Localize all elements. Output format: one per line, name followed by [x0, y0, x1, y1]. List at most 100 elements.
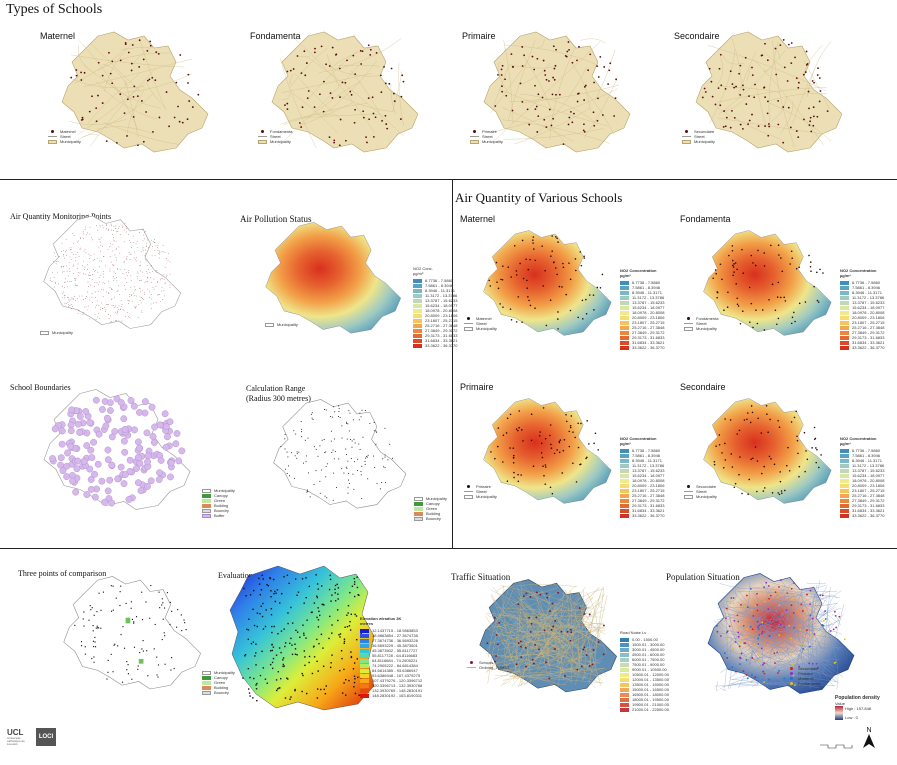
road-line	[505, 585, 577, 649]
scale-swatch	[413, 308, 422, 313]
school-marker	[716, 291, 719, 294]
evaluation-scale: Elevation w/radius 3K metres 12.1437715 …	[360, 616, 422, 698]
monitoring-point	[77, 267, 78, 269]
monitoring-point	[150, 282, 152, 284]
school-marker	[757, 628, 760, 630]
school-marker	[280, 677, 282, 680]
monitoring-point	[161, 251, 163, 252]
legend-label: Green	[214, 498, 226, 503]
school-marker	[317, 588, 319, 590]
scale-swatch	[840, 335, 849, 340]
school-marker	[353, 595, 356, 598]
road-line	[519, 613, 528, 662]
building-marker	[130, 601, 132, 603]
legend-row: Municipality	[48, 139, 81, 144]
school-marker	[353, 577, 355, 580]
school-marker	[579, 463, 582, 465]
scale-swatch	[840, 493, 849, 498]
road-line	[550, 621, 584, 651]
monitoring-point	[76, 285, 77, 286]
legend-label: Municipality	[694, 139, 715, 144]
monitoring-point	[52, 272, 53, 274]
road-line	[723, 604, 728, 688]
school-marker	[733, 86, 736, 89]
school-marker	[301, 672, 303, 675]
scale-class-row: 15000.01 - 16500.00	[620, 687, 669, 692]
school-marker	[609, 62, 612, 65]
school-marker	[719, 263, 722, 266]
legend-row: Green	[414, 506, 447, 511]
school-marker	[111, 82, 114, 85]
monitoring-point	[83, 250, 85, 252]
scale-class-row: 4500.01 - 6000.00	[620, 652, 669, 657]
school-marker	[350, 651, 352, 653]
monitoring-point	[102, 281, 104, 283]
school-marker	[740, 652, 743, 655]
road-line	[492, 614, 524, 630]
monitoring-point	[147, 276, 149, 278]
road-line	[719, 687, 726, 691]
buffer-circle	[106, 476, 114, 484]
school-marker	[512, 462, 515, 464]
school-marker	[739, 657, 742, 660]
road-line	[717, 87, 828, 103]
school-marker	[543, 118, 546, 121]
building-marker	[286, 473, 288, 474]
school-marker	[792, 612, 795, 614]
school-marker	[188, 100, 191, 102]
school-marker	[157, 52, 160, 55]
legend-label: Fondamenta	[798, 681, 821, 686]
monitoring-point	[108, 229, 109, 231]
school-marker	[519, 82, 522, 85]
monitoring-point	[71, 297, 73, 299]
road-line	[519, 581, 525, 586]
scale-value: 13500.01 - 15000.00	[632, 682, 669, 687]
monitoring-point	[80, 237, 81, 239]
school-marker	[318, 610, 320, 613]
school-marker	[499, 303, 501, 305]
road-line	[517, 587, 572, 649]
scale-class-row: 29.3173 - 31.6833	[413, 333, 457, 338]
monitoring-point	[165, 276, 167, 277]
scale-class-row: 13.3787 - 15.6233	[620, 300, 664, 305]
monitoring-point	[112, 289, 113, 291]
monitoring-point	[63, 254, 64, 255]
buffer-circle	[106, 399, 114, 407]
school-marker	[511, 65, 514, 68]
monitoring-point	[94, 259, 95, 260]
school-marker	[819, 90, 822, 92]
road-line	[595, 631, 602, 666]
school-marker	[739, 322, 742, 325]
scale-swatch	[620, 672, 629, 677]
air-map-title: Maternel	[460, 214, 496, 224]
school-marker	[798, 665, 801, 668]
legend-row: Municipality	[202, 670, 235, 675]
school-marker	[541, 245, 543, 247]
school-marker	[548, 80, 550, 82]
road-line	[502, 675, 586, 681]
school-marker	[751, 628, 754, 631]
school-marker	[509, 308, 512, 310]
building-marker	[353, 438, 355, 440]
building-marker	[164, 635, 166, 637]
scale-class-row: 8.3946 - 11.3171	[620, 290, 664, 295]
monitoring-point	[92, 259, 94, 261]
building-marker	[93, 614, 95, 616]
school-marker	[778, 604, 781, 607]
school-marker	[599, 287, 602, 289]
school-marker	[771, 283, 774, 286]
air-map-scale-title: NO2 Concentration µg/m³	[840, 436, 877, 446]
monitoring-point	[137, 317, 139, 319]
school-marker	[746, 418, 748, 421]
school-marker	[534, 259, 537, 262]
school-marker	[715, 272, 717, 275]
monitoring-point	[55, 282, 56, 283]
monitoring-point	[105, 309, 107, 311]
school-marker	[318, 93, 321, 96]
scale-value: 33.3622 - 36.3770	[852, 513, 885, 518]
building-marker	[321, 439, 323, 441]
road-line	[766, 603, 803, 631]
school-marker	[731, 259, 734, 262]
scale-class-row: 20.8009 - 23.1806	[620, 483, 664, 488]
school-marker	[75, 74, 78, 77]
